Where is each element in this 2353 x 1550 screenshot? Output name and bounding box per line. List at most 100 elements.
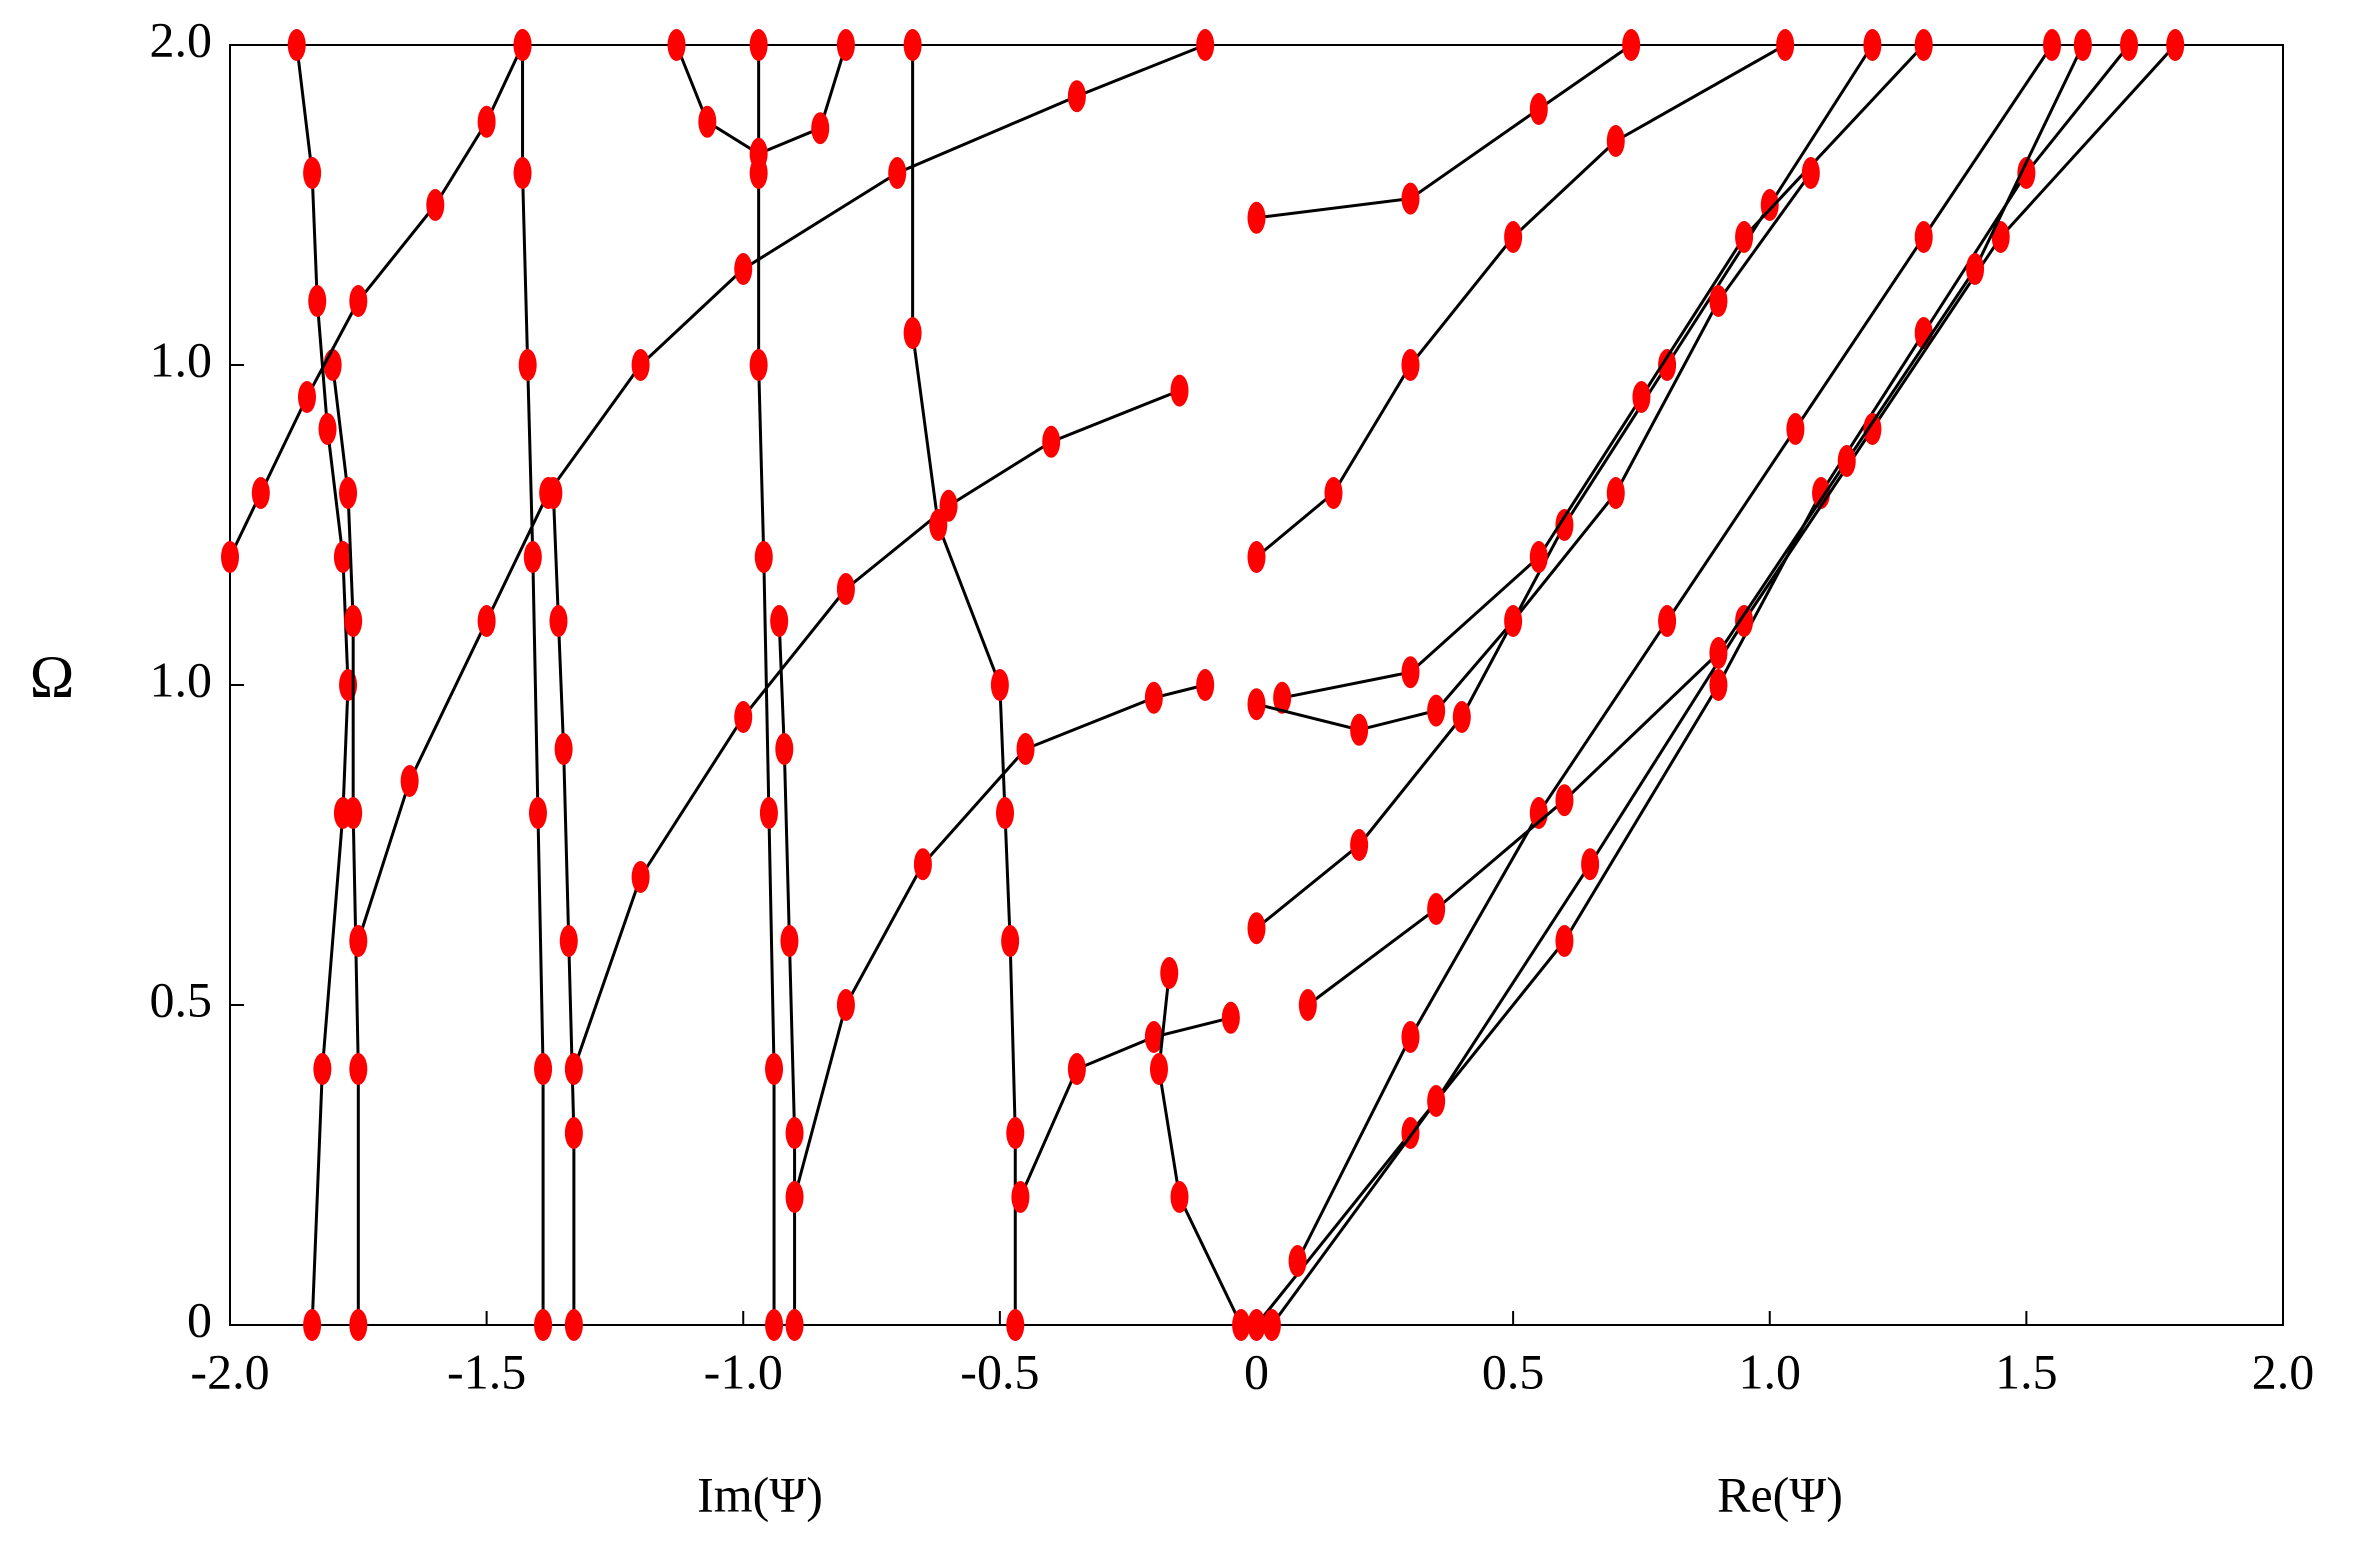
marker — [1247, 1309, 1266, 1341]
marker — [1401, 656, 1420, 689]
marker — [1735, 605, 1754, 637]
marker — [785, 1181, 804, 1213]
marker — [1606, 125, 1625, 157]
marker — [426, 189, 445, 221]
plot-frame — [229, 44, 2284, 1326]
marker — [544, 477, 563, 509]
marker — [631, 861, 650, 893]
marker — [1555, 925, 1574, 957]
marker — [1863, 29, 1882, 61]
marker — [1427, 893, 1446, 925]
y-axis-label: Ω — [30, 644, 75, 710]
marker — [534, 1053, 553, 1085]
marker — [1709, 285, 1728, 317]
marker — [1581, 848, 1600, 881]
curve — [521, 45, 545, 1325]
marker — [749, 349, 768, 381]
marker — [344, 605, 363, 637]
marker — [251, 477, 270, 509]
marker — [1288, 1245, 1307, 1277]
marker — [667, 29, 686, 61]
marker — [297, 381, 316, 413]
curve — [356, 43, 1206, 942]
marker — [749, 137, 768, 170]
marker — [1991, 221, 2010, 253]
marker — [1504, 605, 1523, 637]
marker — [303, 1309, 322, 1341]
marker — [765, 1053, 784, 1085]
marker — [287, 29, 306, 61]
marker — [836, 989, 855, 1021]
marker — [349, 1309, 368, 1341]
marker — [1324, 477, 1343, 509]
marker — [785, 1117, 804, 1149]
marker — [1067, 1053, 1086, 1085]
x-axis-label-left: Im(Ψ) — [697, 1466, 823, 1522]
marker — [1247, 912, 1266, 945]
marker — [1232, 1309, 1251, 1341]
marker — [323, 349, 342, 381]
marker — [1427, 1085, 1446, 1117]
x-tick-label: -1.5 — [447, 1343, 526, 1399]
marker — [1735, 221, 1754, 253]
marker — [1658, 605, 1677, 637]
marker — [770, 605, 789, 637]
marker — [513, 29, 532, 61]
marker — [1350, 713, 1369, 746]
marker — [1529, 93, 1548, 125]
marker — [913, 848, 932, 881]
x-tick-label: 1.0 — [1739, 1343, 1802, 1399]
marker — [318, 413, 337, 445]
marker — [1170, 1181, 1189, 1213]
marker — [1196, 29, 1215, 61]
x-tick-label: -0.5 — [960, 1343, 1039, 1399]
marker — [333, 541, 352, 573]
marker — [929, 509, 948, 541]
marker — [1606, 477, 1625, 509]
marker — [1221, 1001, 1240, 1034]
curve — [793, 683, 1206, 1198]
x-tick-label: -2.0 — [190, 1343, 269, 1399]
marker — [836, 29, 855, 61]
marker — [1555, 784, 1574, 817]
marker — [734, 253, 753, 285]
marker — [1160, 957, 1179, 989]
marker — [1262, 1309, 1281, 1341]
marker — [1786, 413, 1805, 445]
x-axis-label-right: Re(Ψ) — [1717, 1466, 1843, 1522]
marker — [1247, 201, 1266, 234]
marker — [1632, 381, 1651, 413]
marker — [1914, 221, 1933, 253]
y-tick-label: 1.0 — [150, 331, 213, 387]
marker — [903, 29, 922, 61]
marker — [1401, 349, 1420, 381]
marker — [785, 1309, 804, 1341]
x-tick-label: -1.0 — [704, 1343, 783, 1399]
marker — [477, 105, 496, 138]
marker — [888, 157, 907, 189]
curve — [572, 389, 1181, 1070]
marker — [528, 797, 547, 829]
curve — [1255, 43, 1786, 559]
marker — [400, 765, 419, 797]
curve — [1296, 44, 2054, 1262]
marker — [554, 733, 573, 765]
marker — [780, 925, 799, 957]
marker — [1273, 681, 1292, 714]
marker — [1016, 733, 1035, 765]
curve — [551, 492, 576, 1325]
marker — [2166, 29, 2185, 61]
marker — [308, 285, 327, 317]
marker — [523, 541, 542, 573]
marker — [811, 112, 830, 145]
marker — [513, 157, 532, 189]
marker — [754, 541, 773, 573]
marker — [1196, 669, 1215, 701]
marker — [1837, 445, 1856, 477]
marker — [1529, 797, 1548, 829]
marker — [836, 573, 855, 605]
marker — [1863, 413, 1882, 445]
curve — [911, 45, 1017, 1325]
marker — [534, 1309, 553, 1341]
